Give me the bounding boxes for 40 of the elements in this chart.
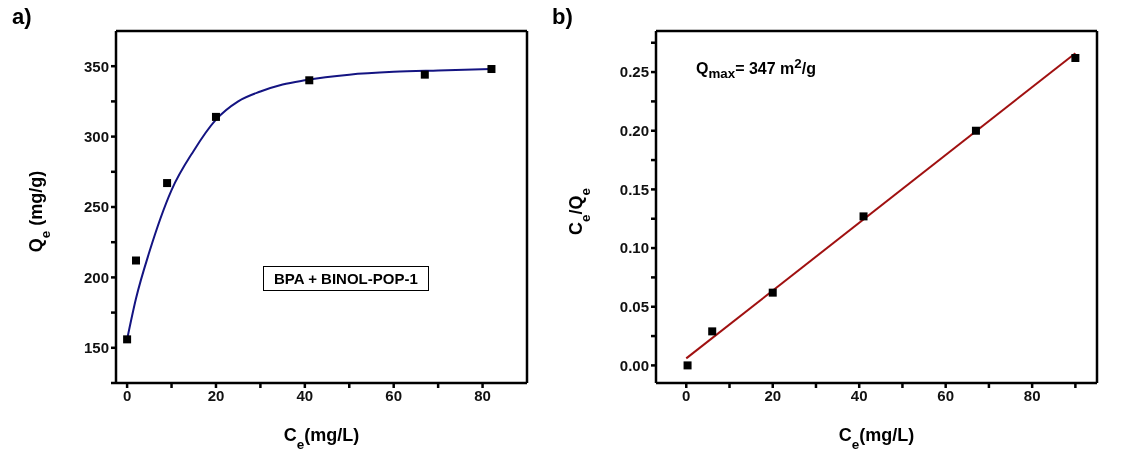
x-tick-label: 60 [385, 386, 403, 404]
x-tick-label: 20 [764, 386, 782, 404]
x-tick-label: 60 [937, 386, 955, 404]
x-tick-label: 80 [474, 386, 491, 404]
point [859, 212, 868, 221]
point [683, 361, 692, 370]
point [971, 126, 980, 135]
y-tick-label: 0.25 [619, 63, 649, 81]
point [211, 112, 220, 121]
y-tick-label: 0.05 [619, 298, 649, 316]
point [132, 256, 140, 265]
y-tick-label: 0.00 [619, 356, 649, 374]
x-tick-label: 0 [122, 386, 132, 404]
y-tick-label: 350 [83, 57, 109, 75]
point [487, 65, 496, 74]
y-tick-label: 250 [83, 198, 109, 216]
point [768, 288, 777, 297]
x-axis-title: C$_{e}$(mg/L) [838, 425, 915, 452]
point [123, 335, 132, 344]
point [305, 76, 314, 85]
y-tick-label: 0.20 [619, 122, 649, 140]
x-tick-label: 0 [682, 386, 691, 404]
x-tick-label: 20 [207, 386, 225, 404]
point [708, 327, 717, 336]
chart-title: a) [12, 4, 32, 30]
x-tick-label: 40 [296, 386, 314, 404]
annotation: Q$_{max}$= 347 m$^{2}$/g [696, 56, 816, 82]
y-tick-label: 150 [83, 339, 109, 357]
x-axis-title: C$_{e}$(mg/L) [283, 425, 360, 452]
x-tick-label: 80 [1023, 386, 1041, 404]
annotation: BPA + BINOL-POP-1 [274, 270, 418, 287]
x-tick-label: 40 [850, 386, 868, 404]
point [163, 179, 172, 188]
point [1071, 53, 1080, 62]
y-tick-label: 0.15 [619, 180, 649, 198]
point [420, 70, 429, 79]
chart-title: b) [552, 4, 573, 30]
y-tick-label: 0.10 [619, 239, 649, 257]
y-tick-label: 200 [83, 268, 109, 286]
y-tick-label: 300 [83, 127, 109, 145]
